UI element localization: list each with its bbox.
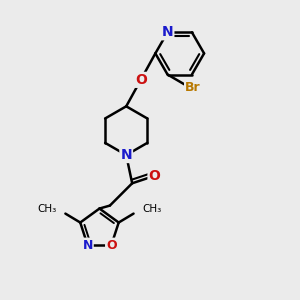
Text: O: O	[148, 169, 160, 183]
Text: N: N	[120, 148, 132, 162]
Text: CH₃: CH₃	[38, 204, 57, 214]
Text: N: N	[162, 25, 173, 39]
Text: O: O	[106, 238, 117, 252]
Text: N: N	[82, 238, 93, 252]
Text: Br: Br	[185, 81, 201, 94]
Text: O: O	[135, 73, 147, 87]
Text: CH₃: CH₃	[142, 204, 161, 214]
